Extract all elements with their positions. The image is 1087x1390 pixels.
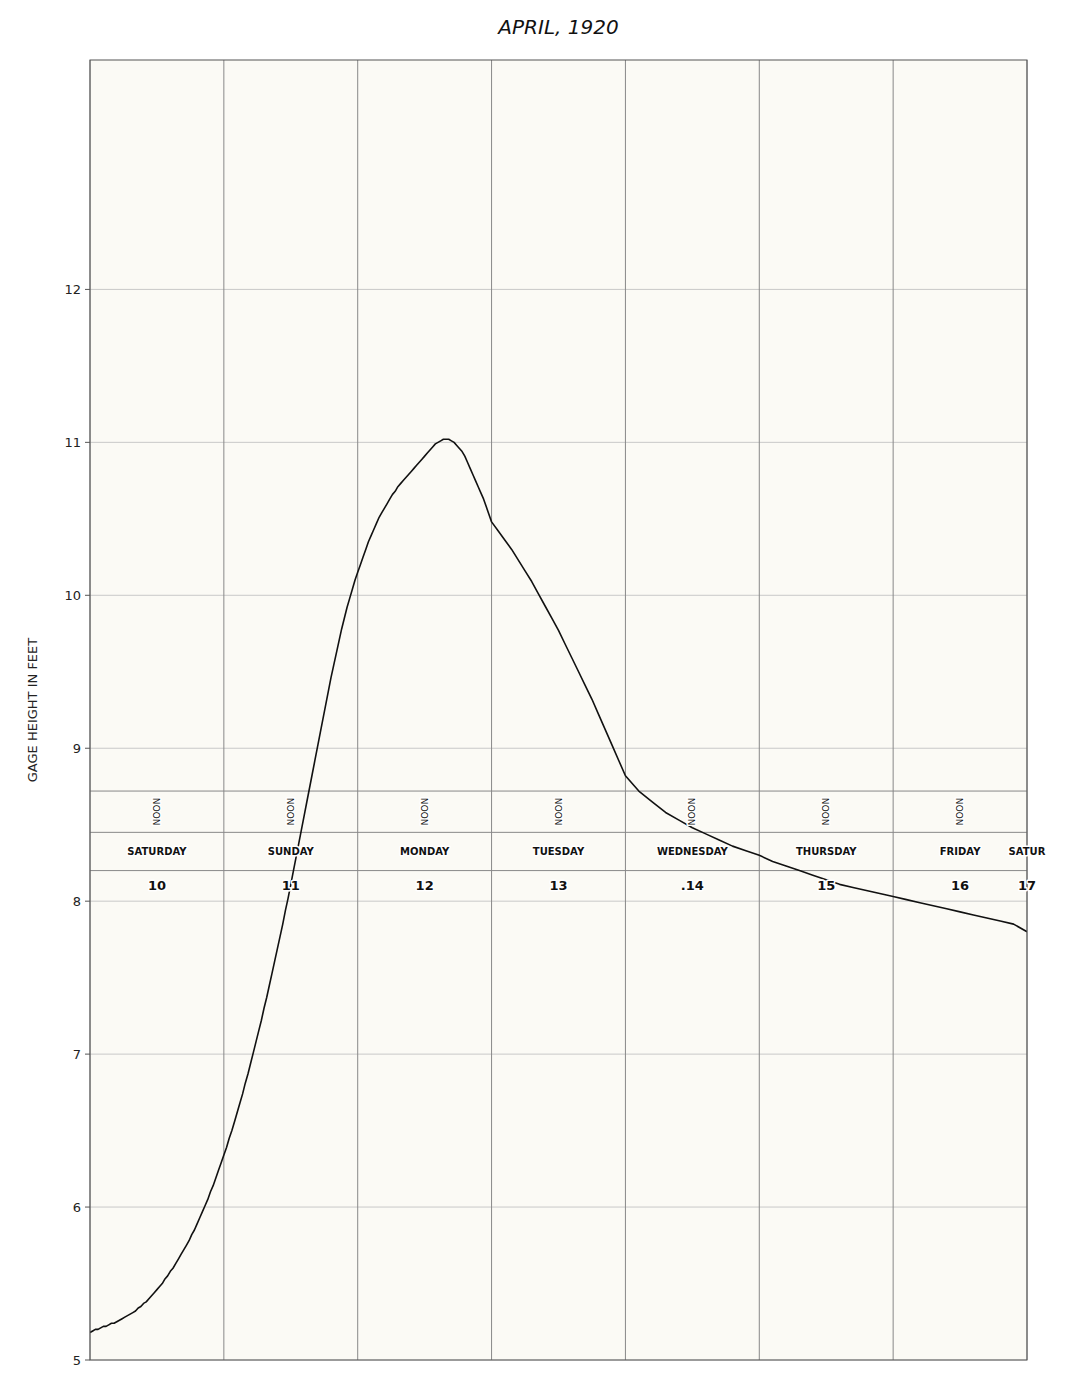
y-tick-label: 6 bbox=[73, 1200, 81, 1215]
y-tick bbox=[85, 901, 90, 902]
date-label: 13 bbox=[549, 878, 567, 893]
day-label: SATUR bbox=[1009, 846, 1046, 857]
day-label: MONDAY bbox=[400, 846, 450, 857]
y-grid-line bbox=[90, 1207, 1027, 1208]
y-grid-line bbox=[90, 901, 1027, 902]
date-label: 16 bbox=[951, 878, 969, 893]
plot-background bbox=[90, 60, 1027, 1360]
x-grid-line bbox=[223, 60, 224, 1360]
day-label: WEDNESDAY bbox=[657, 846, 729, 857]
date-label: 11 bbox=[282, 878, 300, 893]
noon-label: NOON bbox=[687, 798, 697, 826]
y-tick-label: 8 bbox=[73, 894, 81, 909]
y-tick bbox=[85, 442, 90, 443]
noon-label: NOON bbox=[554, 798, 564, 826]
day-label: SUNDAY bbox=[268, 846, 315, 857]
gage-line bbox=[90, 439, 1027, 1332]
y-tick bbox=[85, 595, 90, 596]
date-label: 17 bbox=[1018, 878, 1036, 893]
title: APRIL, 1920 bbox=[496, 15, 618, 39]
y-axis-label: GAGE HEIGHT IN FEET bbox=[25, 638, 40, 783]
x-grid-line bbox=[893, 60, 894, 1360]
grid bbox=[90, 60, 1027, 1360]
date-label: 10 bbox=[148, 878, 166, 893]
noon-label: NOON bbox=[152, 798, 162, 826]
date-label: .14 bbox=[681, 878, 704, 893]
series bbox=[90, 439, 1027, 1332]
chart: 5 6 7 8 9 10 11 12 GAGE HEIGHT IN FEET APRIL, 192… bbox=[0, 0, 1087, 1390]
annotations: NOON SATURDAY 10 NOON SUNDAY 11 NOON MONDAY 12 NO… bbox=[127, 798, 1045, 893]
band-line bbox=[90, 791, 1027, 792]
y-grid-line bbox=[90, 1054, 1027, 1055]
y-grid-line bbox=[90, 595, 1027, 596]
y-tick-label: 9 bbox=[73, 741, 81, 756]
noon-label: NOON bbox=[286, 798, 296, 826]
x-grid-line bbox=[625, 60, 626, 1360]
y-tick-label: 12 bbox=[64, 282, 81, 297]
y-tick bbox=[85, 289, 90, 290]
day-band bbox=[90, 791, 1027, 871]
y-axis: 5 6 7 8 9 10 11 12 bbox=[64, 282, 90, 1368]
y-tick bbox=[85, 1054, 90, 1055]
day-label: TUESDAY bbox=[533, 846, 585, 857]
x-grid-line bbox=[357, 60, 358, 1360]
noon-label: NOON bbox=[955, 798, 965, 826]
y-grid-line bbox=[90, 442, 1027, 443]
date-label: 12 bbox=[416, 878, 434, 893]
y-tick bbox=[85, 1207, 90, 1208]
y-tick-label: 5 bbox=[73, 1353, 81, 1368]
y-tick bbox=[85, 748, 90, 749]
plot-frame bbox=[90, 60, 1027, 1360]
noon-label: NOON bbox=[420, 798, 430, 826]
band-line bbox=[90, 870, 1027, 871]
y-tick-label: 11 bbox=[64, 435, 81, 450]
y-tick bbox=[85, 1360, 90, 1361]
noon-label: NOON bbox=[821, 798, 831, 826]
band-line bbox=[90, 832, 1027, 833]
y-tick-label: 7 bbox=[73, 1047, 81, 1062]
y-grid-line bbox=[90, 289, 1027, 290]
x-grid-line bbox=[491, 60, 492, 1360]
day-label: FRIDAY bbox=[940, 846, 981, 857]
y-grid-line bbox=[90, 748, 1027, 749]
date-label: 15 bbox=[817, 878, 835, 893]
day-label: SATURDAY bbox=[127, 846, 187, 857]
y-tick-label: 10 bbox=[64, 588, 81, 603]
day-label: THURSDAY bbox=[796, 846, 857, 857]
x-grid-line bbox=[759, 60, 760, 1360]
